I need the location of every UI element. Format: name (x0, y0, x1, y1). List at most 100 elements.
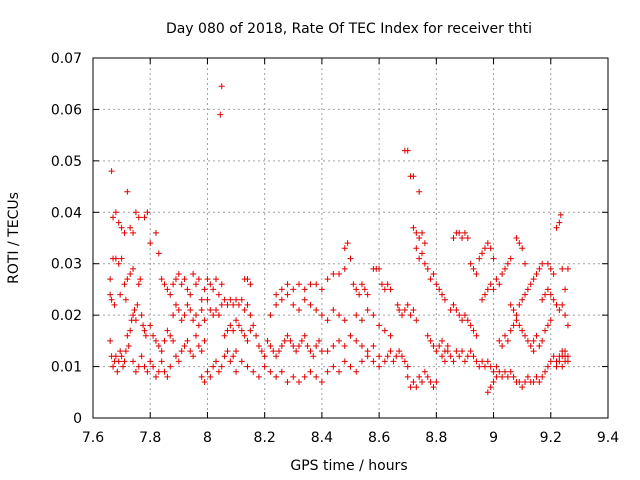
data-point (261, 363, 268, 370)
data-point (493, 363, 500, 370)
data-point (419, 250, 426, 257)
data-point (364, 307, 371, 313)
data-point (121, 358, 128, 365)
data-point (121, 281, 128, 288)
plot-frame (92, 57, 609, 419)
data-points (107, 83, 571, 396)
x-tick-label: 8.4 (311, 430, 333, 446)
data-point (490, 368, 497, 375)
data-point (253, 332, 260, 339)
data-point (484, 389, 491, 396)
data-point (227, 296, 234, 303)
data-point (278, 286, 285, 293)
data-point (304, 343, 311, 349)
data-point (210, 312, 217, 319)
data-point (233, 317, 240, 324)
data-point (141, 327, 148, 334)
data-point (490, 286, 497, 293)
data-point (142, 332, 149, 339)
data-point (201, 337, 208, 344)
data-point (470, 327, 477, 334)
data-point (117, 348, 124, 355)
data-point (284, 332, 291, 339)
data-point (244, 301, 251, 308)
data-point (447, 307, 454, 313)
data-point (413, 245, 420, 252)
data-point (284, 291, 291, 298)
data-point (396, 348, 403, 355)
data-point (347, 255, 354, 262)
data-point (201, 379, 208, 385)
data-point (464, 235, 471, 241)
data-point (284, 379, 291, 385)
data-point (453, 307, 460, 313)
data-point (255, 373, 262, 380)
data-point (218, 83, 225, 90)
data-point (261, 353, 268, 360)
data-point (499, 343, 506, 349)
data-point (479, 358, 486, 365)
data-point (155, 368, 162, 375)
data-point (490, 379, 497, 385)
data-point (459, 317, 466, 324)
data-point (347, 332, 354, 339)
data-point (195, 276, 202, 283)
data-point (487, 281, 494, 288)
y-tick-label: 0.02 (51, 308, 82, 324)
data-point (158, 276, 165, 283)
data-point (533, 332, 540, 339)
data-point (381, 286, 388, 293)
data-point (341, 317, 348, 324)
data-point (187, 291, 194, 298)
data-point (556, 358, 563, 365)
data-point (507, 368, 514, 375)
data-point (387, 332, 394, 339)
data-point (516, 240, 523, 247)
x-tick-label: 7.6 (82, 430, 104, 446)
data-point (464, 317, 471, 324)
data-point (453, 348, 460, 355)
data-point (330, 271, 337, 277)
data-point (533, 373, 540, 380)
data-point (307, 281, 314, 288)
data-point (296, 307, 302, 313)
data-point (461, 312, 468, 319)
data-point (433, 281, 440, 288)
data-point (413, 317, 420, 324)
data-point (301, 286, 308, 293)
data-point (313, 281, 320, 288)
data-point (381, 327, 388, 334)
data-point (522, 379, 529, 385)
data-point (184, 337, 191, 344)
data-point (421, 240, 428, 247)
data-point (439, 353, 446, 360)
data-point (184, 301, 191, 308)
data-point (407, 312, 414, 319)
data-point (247, 327, 254, 334)
data-point (444, 348, 451, 355)
data-point (198, 307, 205, 313)
data-point (158, 358, 165, 365)
data-point (419, 379, 426, 385)
data-point (404, 147, 411, 154)
data-point (404, 373, 411, 380)
data-point (127, 327, 134, 334)
data-point (390, 358, 397, 365)
data-point (195, 322, 202, 329)
data-point (155, 343, 162, 349)
data-point (553, 363, 560, 370)
data-point (115, 358, 122, 365)
data-point (187, 307, 194, 313)
data-point (539, 337, 546, 344)
data-point (278, 296, 285, 303)
data-point (290, 301, 297, 308)
data-point (510, 307, 517, 313)
data-point (147, 240, 154, 247)
data-point (130, 265, 137, 272)
data-point (164, 286, 171, 293)
data-point (124, 188, 131, 195)
data-point (370, 358, 377, 365)
data-point (524, 337, 531, 344)
data-point (470, 353, 477, 360)
data-point (456, 353, 463, 360)
